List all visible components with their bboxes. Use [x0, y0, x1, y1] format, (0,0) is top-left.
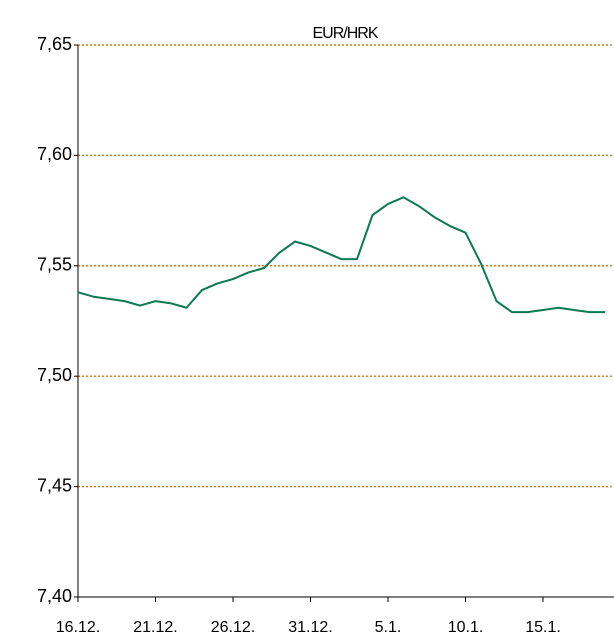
y-tick-label: 7,40	[37, 586, 72, 606]
x-tick-label: 21.12.	[133, 619, 177, 635]
y-tick-label: 7,60	[37, 144, 72, 164]
x-tick-label: 10.1.	[448, 619, 484, 635]
y-tick-label: 7,50	[37, 365, 72, 385]
chart-title: EUR/HRK	[312, 25, 378, 42]
x-tick-label: 16.12.	[56, 619, 100, 635]
x-tick-label: 26.12.	[211, 619, 255, 635]
line-series	[77, 196, 605, 314]
x-tick-label: 5.1.	[375, 619, 402, 635]
y-tick-label: 7,45	[37, 475, 72, 495]
y-tick-label: 7,65	[37, 34, 72, 54]
x-tick-label: 31.12.	[288, 619, 332, 635]
x-tick-label: 15.1.	[525, 619, 561, 635]
y-tick-label: 7,55	[37, 255, 72, 275]
